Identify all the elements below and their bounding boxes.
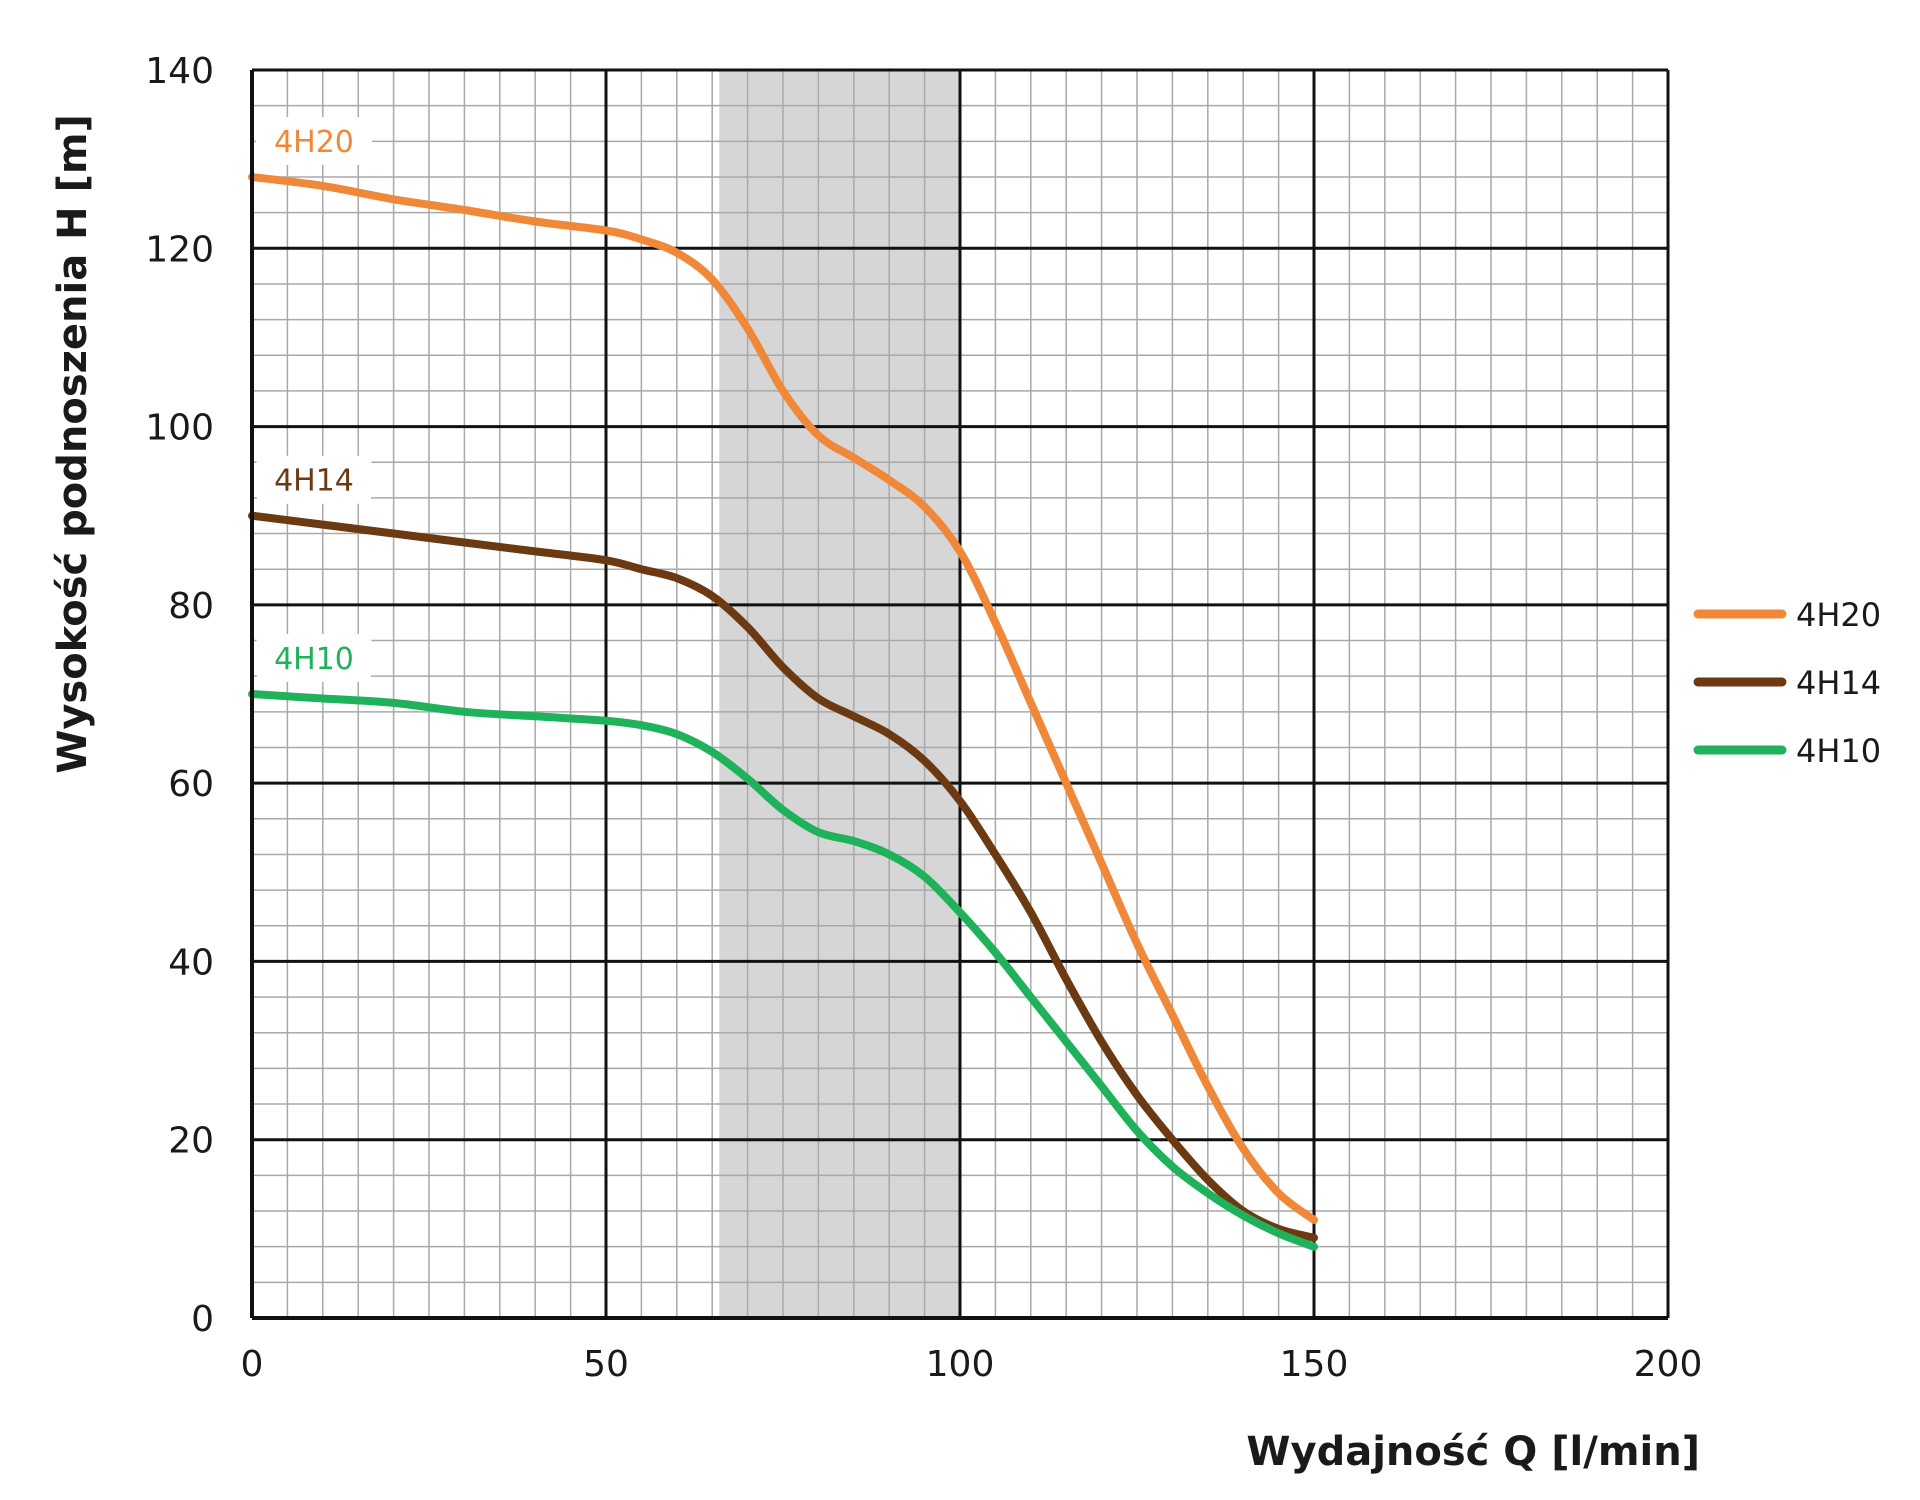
x-tick-label: 150 [1280,1344,1349,1385]
y-tick-label: 100 [145,408,214,449]
curve-4h14 [248,511,1318,1242]
curve-label-background [256,116,372,165]
y-tick-label: 0 [191,1299,214,1340]
curve-label-text: 4H14 [274,464,354,499]
x-tick-label: 50 [583,1344,629,1385]
curve-4h20 [248,173,1318,1224]
curve-label-4h20: 4H20 [256,116,372,165]
highlight-band-layer [719,70,960,1318]
y-axis-title: Wysokość podnoszenia H [m] [50,114,96,774]
tick-labels: 0 50 100 150 200 0 20 40 60 80 100 120 140 [145,51,1702,1385]
legend-label: 4H10 [1796,732,1881,770]
curve-label-4h10: 4H10 [256,634,372,682]
y-tick-label: 140 [145,51,214,92]
legend-label: 4H20 [1796,596,1881,634]
curve-label-4h14: 4H14 [256,455,372,504]
operating-range-band [719,70,960,1318]
curve-label-text: 4H20 [274,125,354,160]
curve-label-text: 4H10 [274,642,354,677]
curve-4h10 [248,690,1318,1251]
x-tick-label: 200 [1634,1344,1703,1385]
curve-labels: 4H20 4H14 4H10 [256,116,372,682]
curve-label-background [256,455,372,504]
x-tick-label: 100 [926,1344,995,1385]
curves [248,173,1318,1251]
legend: 4H20 4H14 4H10 [1693,596,1881,770]
y-tick-label: 80 [168,586,214,627]
legend-label: 4H14 [1796,664,1881,702]
x-axis-title: Wydajność Q [l/min] [1246,1429,1700,1475]
y-tick-label: 20 [168,1121,214,1162]
curve-label-background [256,634,372,682]
legend-item-4h20: 4H20 [1693,596,1881,634]
legend-item-4h14: 4H14 [1693,664,1881,702]
axes [250,70,1668,1320]
y-tick-label: 40 [168,942,214,983]
x-tick-label: 0 [241,1344,264,1385]
y-tick-label: 120 [145,229,214,270]
legend-item-4h10: 4H10 [1693,732,1881,770]
y-tick-label: 60 [168,764,214,805]
minor-grid [252,70,1668,1318]
